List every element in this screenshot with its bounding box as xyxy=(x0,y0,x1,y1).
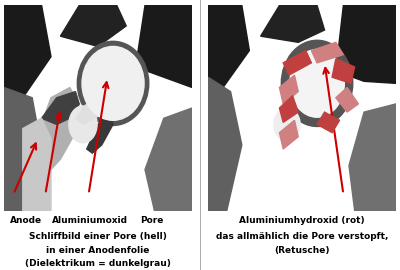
Ellipse shape xyxy=(281,40,353,126)
Polygon shape xyxy=(32,87,79,180)
Polygon shape xyxy=(280,120,298,149)
Text: das allmählich die Pore verstopft,: das allmählich die Pore verstopft, xyxy=(216,232,388,241)
Polygon shape xyxy=(4,87,42,211)
Polygon shape xyxy=(208,77,242,211)
Polygon shape xyxy=(23,118,51,211)
Ellipse shape xyxy=(274,108,300,141)
Ellipse shape xyxy=(291,50,343,116)
Polygon shape xyxy=(349,104,396,211)
Polygon shape xyxy=(145,108,192,211)
Ellipse shape xyxy=(83,48,143,119)
Polygon shape xyxy=(280,96,298,122)
Ellipse shape xyxy=(82,46,144,120)
Polygon shape xyxy=(4,5,51,98)
Polygon shape xyxy=(136,5,192,87)
Polygon shape xyxy=(42,92,79,124)
Text: Aluminiumoxid: Aluminiumoxid xyxy=(52,216,128,225)
Polygon shape xyxy=(336,5,396,83)
Polygon shape xyxy=(76,98,106,124)
Ellipse shape xyxy=(77,41,149,126)
Polygon shape xyxy=(317,112,340,133)
Polygon shape xyxy=(261,5,324,42)
Text: Pore: Pore xyxy=(140,216,163,225)
Polygon shape xyxy=(283,50,311,75)
Ellipse shape xyxy=(290,49,344,117)
Text: (Retusche): (Retusche) xyxy=(274,246,330,255)
Polygon shape xyxy=(60,5,126,46)
Text: Anode: Anode xyxy=(10,216,42,225)
Text: in einer Anodenfolie: in einer Anodenfolie xyxy=(46,246,150,255)
Polygon shape xyxy=(336,87,358,112)
Text: Schliffbild einer Pore (hell): Schliffbild einer Pore (hell) xyxy=(29,232,167,241)
Polygon shape xyxy=(332,59,355,83)
Polygon shape xyxy=(208,5,249,87)
Polygon shape xyxy=(280,75,298,104)
Text: Aluminiumhydroxid (rot): Aluminiumhydroxid (rot) xyxy=(239,216,365,225)
Text: (Dielektrikum = dunkelgrau): (Dielektrikum = dunkelgrau) xyxy=(25,259,171,268)
Polygon shape xyxy=(311,42,343,63)
Polygon shape xyxy=(87,112,113,153)
Ellipse shape xyxy=(69,106,97,143)
